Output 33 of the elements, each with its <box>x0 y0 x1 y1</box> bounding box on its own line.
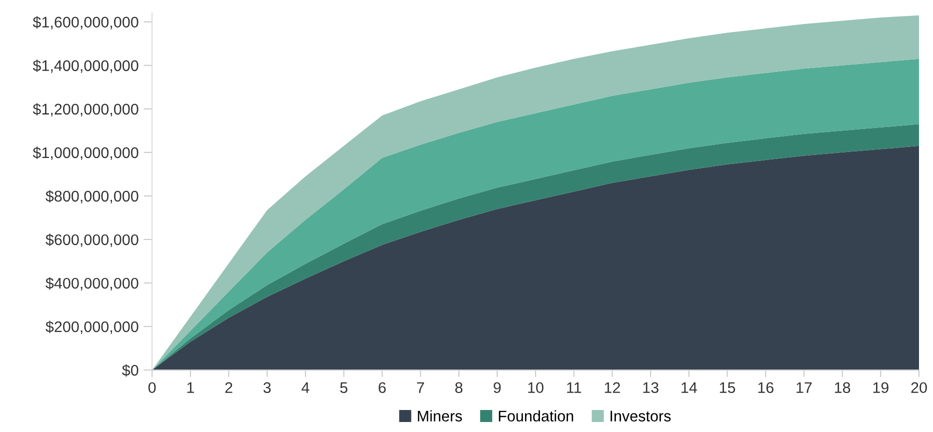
x-tick-label: 1 <box>187 382 194 393</box>
y-tick-label: $1,400,000,000 <box>32 60 138 73</box>
x-tick-label: 14 <box>682 382 697 393</box>
x-tick-label: 8 <box>455 382 462 394</box>
x-tick-label: 10 <box>528 382 544 394</box>
x-tick-label: 15 <box>720 382 736 394</box>
x-tick-label: 20 <box>911 382 927 394</box>
x-tick-label: 4 <box>302 382 310 393</box>
x-tick-label: 0 <box>148 382 156 394</box>
y-tick-label: $600,000,000 <box>46 234 138 247</box>
legend-label: Investors <box>610 410 671 422</box>
legend-label: Miners <box>418 410 462 422</box>
legend-label: Foundation <box>498 410 574 422</box>
y-tick-label: $200,000,000 <box>46 320 138 334</box>
x-tick-label: 19 <box>873 382 888 394</box>
x-tick-label: 3 <box>263 382 271 394</box>
y-tick-label: $1,200,000,000 <box>32 103 138 116</box>
x-tick-label: 11 <box>567 382 582 393</box>
y-tick-label: $1,600,000,000 <box>32 16 138 30</box>
x-tick-label: 6 <box>378 382 386 394</box>
x-tick-label: 2 <box>225 382 232 393</box>
x-tick-label: 12 <box>604 382 620 393</box>
y-tick-label: $1,000,000,000 <box>32 146 138 160</box>
x-tick-label: 7 <box>417 382 424 393</box>
x-tick-label: 5 <box>340 382 348 394</box>
y-tick-label: $400,000,000 <box>46 277 138 290</box>
x-tick-label: 9 <box>494 382 501 394</box>
x-tick-label: 17 <box>796 382 812 393</box>
x-tick-label: 18 <box>834 382 850 394</box>
x-tick-label: 16 <box>758 382 774 394</box>
y-tick-label: $800,000,000 <box>46 190 138 204</box>
y-tick-label: $0 <box>122 364 138 377</box>
x-tick-label: 13 <box>643 382 658 394</box>
